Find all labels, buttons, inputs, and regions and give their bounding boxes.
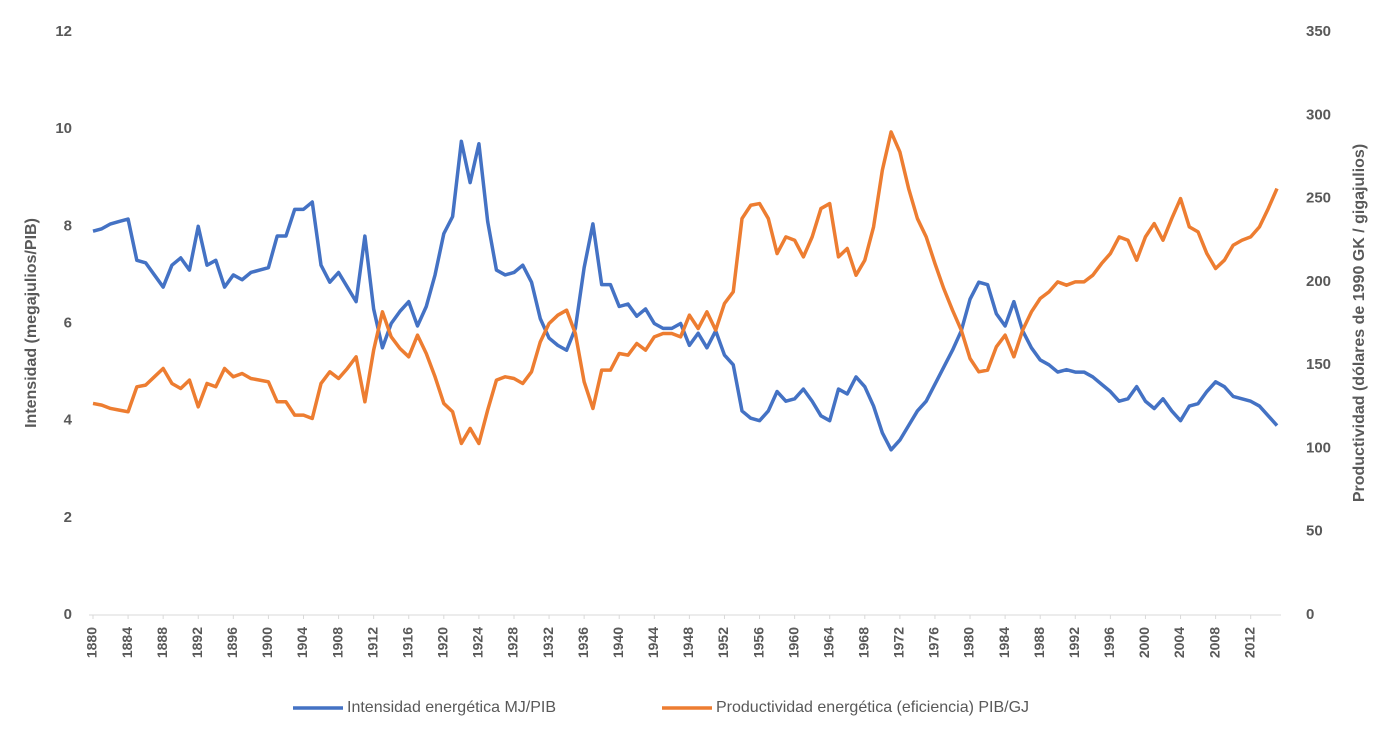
x-tick-label: 1956	[750, 627, 766, 658]
y-tick-label: 0	[64, 606, 72, 623]
x-tick-label: 1948	[680, 627, 696, 658]
x-tick-label: 1892	[189, 627, 205, 658]
x-tick-label: 1920	[435, 627, 451, 658]
y2-tick-label: 0	[1306, 606, 1314, 623]
x-tick-label: 1916	[399, 627, 415, 658]
x-tick-label: 2000	[1136, 627, 1152, 658]
legend-label: Productividad energética (eficiencia) PI…	[716, 699, 1029, 716]
x-tick-label: 1924	[470, 627, 486, 658]
y2-tick-label: 150	[1306, 356, 1331, 373]
x-tick-label: 1980	[961, 627, 977, 658]
x-tick-label: 1952	[715, 627, 731, 658]
x-tick-label: 1976	[926, 627, 942, 658]
x-tick-label: 1896	[224, 627, 240, 658]
y-tick-label: 10	[55, 120, 72, 137]
x-tick-label: 1912	[364, 627, 380, 658]
x-tick-label: 1928	[505, 627, 521, 658]
x-tick-label: 1904	[294, 627, 310, 658]
y2-axis-title: Productividad (dólares de 1990 GK / giga…	[1351, 144, 1368, 502]
x-tick-label: 1900	[259, 627, 275, 658]
y-axis-title: Intensidad (megajulios/PIB)	[23, 218, 40, 428]
y2-tick-label: 50	[1306, 523, 1323, 540]
x-tick-label: 1996	[1101, 627, 1117, 658]
legend-label: Intensidad energética MJ/PIB	[347, 699, 556, 716]
x-tick-label: 1908	[329, 627, 345, 658]
x-tick-label: 2004	[1171, 627, 1187, 658]
y2-tick-label: 100	[1306, 439, 1331, 456]
x-tick-label: 1888	[154, 627, 170, 658]
data-line	[92, 139, 1279, 452]
y-tick-label: 6	[64, 314, 72, 331]
x-tick-label: 2008	[1206, 627, 1222, 658]
x-tick-label: 1944	[645, 627, 661, 658]
x-tick-label: 1972	[891, 627, 907, 658]
y2-tick-label: 300	[1306, 106, 1331, 123]
y-tick-label: 8	[64, 217, 72, 234]
x-tick-label: 1988	[1031, 627, 1047, 658]
x-tick-label: 1960	[785, 627, 801, 658]
x-tick-label: 1968	[855, 627, 871, 658]
y-tick-label: 4	[64, 412, 73, 429]
y2-tick-label: 250	[1306, 190, 1331, 207]
x-tick-label: 2012	[1241, 627, 1257, 658]
y2-tick-label: 350	[1306, 23, 1331, 40]
x-tick-label: 1984	[996, 627, 1012, 658]
x-tick-label: 1992	[1066, 627, 1082, 658]
data-line	[92, 130, 1279, 446]
x-tick-label: 1932	[540, 627, 556, 658]
y2-tick-label: 200	[1306, 273, 1331, 290]
y-tick-label: 12	[55, 23, 72, 40]
x-tick-label: 1940	[610, 627, 626, 658]
x-tick-label: 1964	[820, 627, 836, 658]
y-tick-label: 2	[64, 509, 72, 526]
x-tick-label: 1884	[119, 627, 135, 658]
x-tick-label: 1936	[575, 627, 591, 658]
x-tick-label: 1880	[84, 627, 100, 658]
